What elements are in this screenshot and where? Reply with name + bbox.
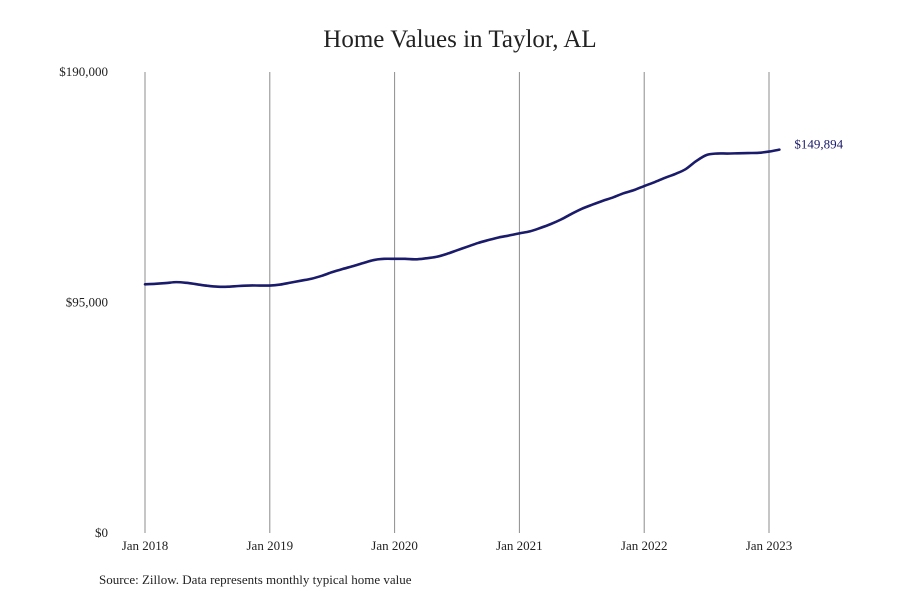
y-tick-labels: $0 $95,000 $190,000 <box>59 64 108 540</box>
y-tick-label: $95,000 <box>66 295 108 310</box>
chart-title: Home Values in Taylor, AL <box>323 26 597 53</box>
source-note: Source: Zillow. Data represents monthly … <box>99 572 412 587</box>
y-tick-label: $190,000 <box>59 64 108 79</box>
end-label-layer: $149,894 <box>794 137 843 152</box>
x-tick-label: Jan 2020 <box>371 538 418 553</box>
gridlines <box>144 72 770 533</box>
x-tick-label: Jan 2023 <box>746 538 793 553</box>
x-tick-label: Jan 2019 <box>247 538 294 553</box>
line-chart: $0$95,000$190,000 Jan 2018 Jan 2019 Jan 20… <box>59 64 843 553</box>
x-tick-labels: Jan 2018 Jan 2019 Jan 2020 Jan 2021 Jan 2022… <box>122 538 793 553</box>
x-tick-label: Jan 2021 <box>496 538 543 553</box>
x-tick-label: Jan 2022 <box>621 538 668 553</box>
end-value-label: $149,894 <box>794 137 843 152</box>
series-line <box>143 148 781 289</box>
y-tick-label: $0 <box>95 525 108 540</box>
series-layer <box>143 148 781 289</box>
x-tick-label: Jan 2018 <box>122 538 169 553</box>
